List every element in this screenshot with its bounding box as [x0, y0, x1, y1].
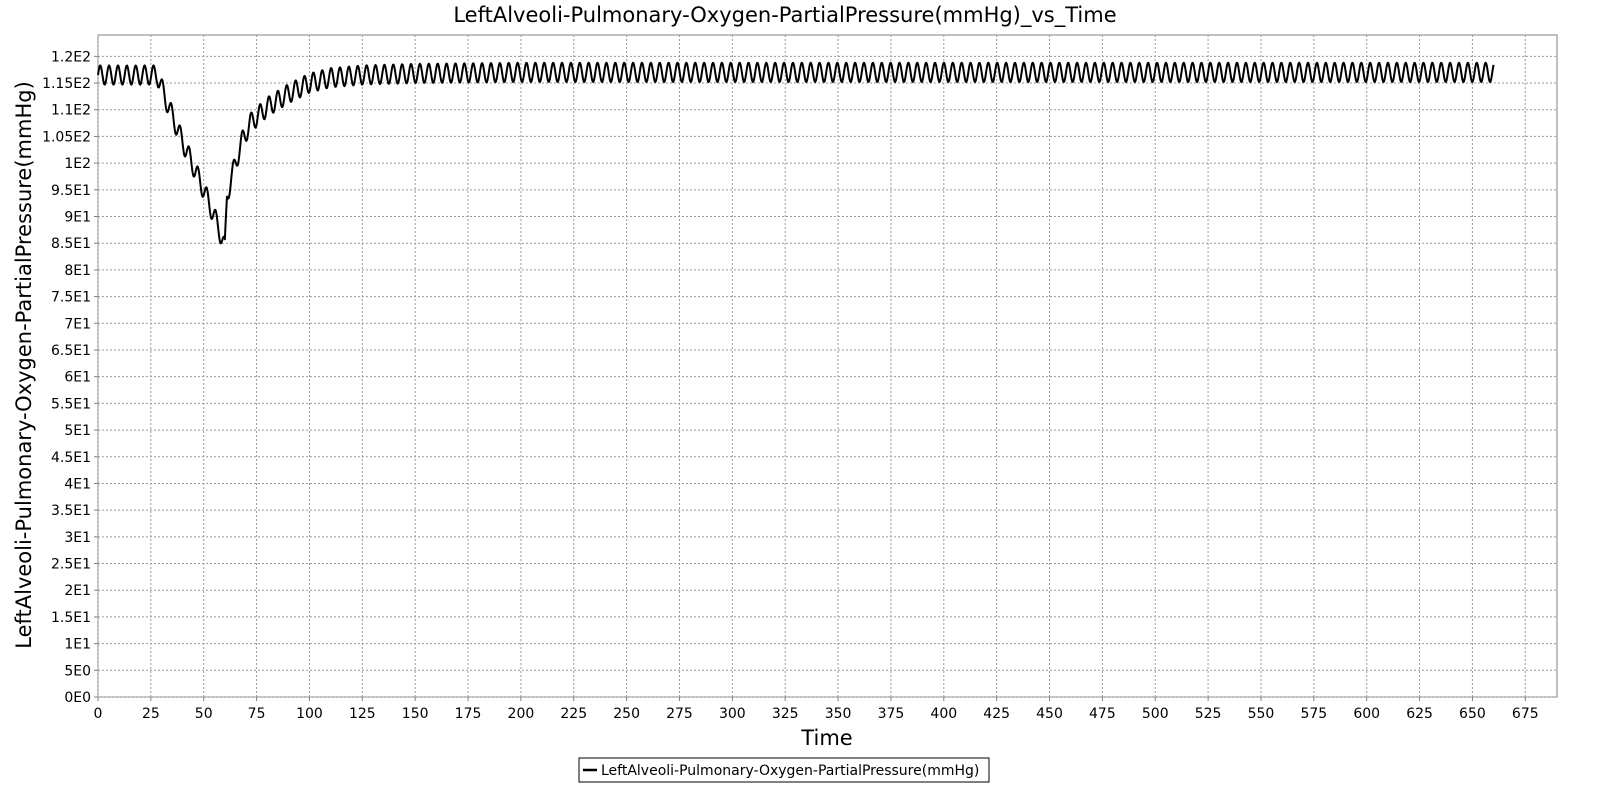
gridlines	[97, 35, 1557, 698]
x-tick-label: 175	[455, 706, 482, 722]
y-tick-label: 7.5E1	[51, 290, 91, 306]
y-tick-label: 6E1	[64, 370, 91, 386]
y-tick-label: 2.5E1	[51, 557, 91, 573]
x-tick-label: 650	[1459, 706, 1486, 722]
y-axis-ticks: 0E0 5E0 1E1 1.5E1 2E1 2.5E1 3E1 3.5E1 4E1 4.5E1 5E…	[42, 49, 98, 706]
y-tick-label: 1.15E2	[42, 76, 91, 92]
x-tick-label: 25	[142, 706, 160, 722]
y-tick-label: 0E0	[64, 690, 91, 706]
x-tick-label: 50	[195, 706, 213, 722]
plot-frame	[97, 34, 1558, 698]
x-tick-label: 425	[983, 706, 1010, 722]
series-layer	[97, 61, 1495, 245]
y-tick-label: 1E1	[64, 637, 91, 653]
x-tick-label: 75	[248, 706, 266, 722]
legend-box	[578, 757, 990, 783]
y-tick-label: 1E2	[64, 156, 91, 172]
y-tick-label: 1.05E2	[42, 129, 91, 145]
x-tick-label: 475	[1089, 706, 1116, 722]
x-tick-label: 250	[613, 706, 640, 722]
plot-area	[97, 34, 1558, 698]
y-axis-label: LeftAlveoli-Pulmonary-Oxygen-PartialPres…	[12, 81, 36, 649]
y-tick-label: 7E1	[64, 316, 91, 332]
series-line	[97, 61, 1495, 245]
x-tick-label: 500	[1142, 706, 1169, 722]
x-axis-label: Time	[800, 726, 852, 750]
x-tick-label: 375	[878, 706, 905, 722]
y-tick-label: 9E1	[64, 210, 91, 226]
x-tick-label: 325	[772, 706, 799, 722]
y-tick-label: 1.1E2	[51, 103, 91, 119]
y-tick-label: 3E1	[64, 530, 91, 546]
x-tick-label: 600	[1353, 706, 1380, 722]
x-axis-ticks: 0 25 50 75 100 125 150 175 200 225 250 275 300 325 350…	[94, 697, 1539, 722]
y-tick-label: 8E1	[64, 263, 91, 279]
x-tick-label: 575	[1300, 706, 1327, 722]
y-tick-label: 5.5E1	[51, 396, 91, 412]
y-tick-label: 2E1	[64, 583, 91, 599]
y-tick-label: 3.5E1	[51, 503, 91, 519]
legend-label: LeftAlveoli-Pulmonary-Oxygen-PartialPres…	[601, 763, 979, 779]
y-tick-label: 1.5E1	[51, 610, 91, 626]
x-tick-label: 525	[1195, 706, 1222, 722]
x-tick-label: 300	[719, 706, 746, 722]
x-tick-label: 200	[508, 706, 535, 722]
y-tick-label: 4.5E1	[51, 450, 91, 466]
y-tick-label: 1.2E2	[51, 49, 91, 65]
y-tick-label: 5E0	[64, 663, 91, 679]
y-tick-label: 9.5E1	[51, 183, 91, 199]
y-tick-label: 5E1	[64, 423, 91, 439]
x-tick-label: 125	[349, 706, 376, 722]
x-tick-label: 350	[825, 706, 852, 722]
x-tick-label: 100	[296, 706, 323, 722]
x-tick-label: 675	[1512, 706, 1539, 722]
x-tick-label: 225	[560, 706, 587, 722]
x-tick-label: 0	[94, 706, 103, 722]
y-tick-label: 6.5E1	[51, 343, 91, 359]
y-tick-label: 4E1	[64, 476, 91, 492]
x-tick-label: 450	[1036, 706, 1063, 722]
chart-title: LeftAlveoli-Pulmonary-Oxygen-PartialPres…	[453, 3, 1116, 28]
x-tick-label: 625	[1406, 706, 1433, 722]
x-tick-label: 150	[402, 706, 429, 722]
x-tick-label: 550	[1248, 706, 1275, 722]
x-tick-label: 400	[930, 706, 957, 722]
x-tick-label: 275	[666, 706, 693, 722]
legend: LeftAlveoli-Pulmonary-Oxygen-PartialPres…	[578, 757, 990, 783]
y-tick-label: 8.5E1	[51, 236, 91, 252]
